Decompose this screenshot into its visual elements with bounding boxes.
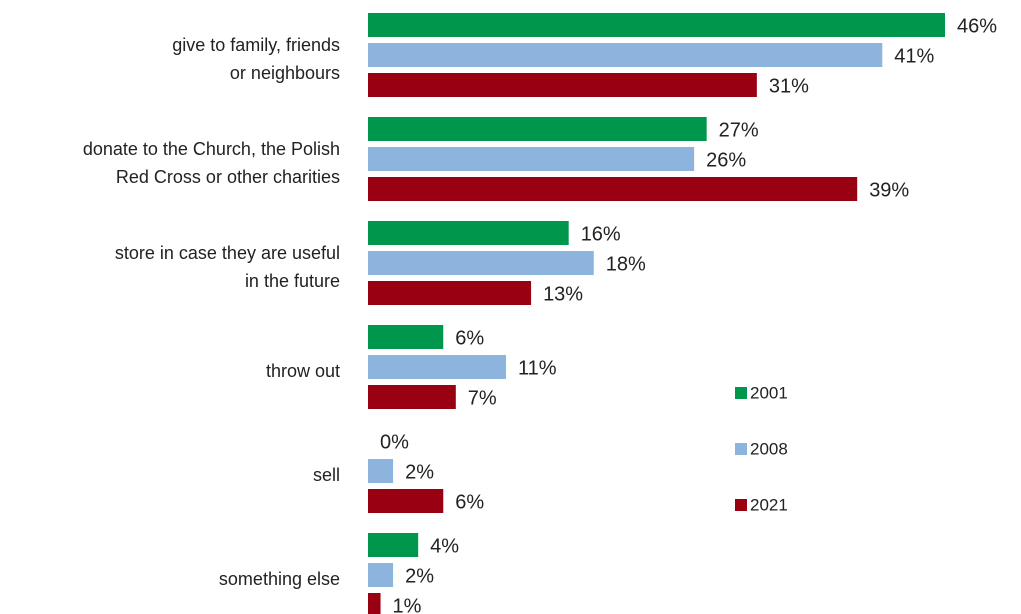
category-label: store in case they are useful in the fut…	[114, 243, 340, 291]
bar	[368, 533, 419, 557]
value-label: 2%	[405, 565, 434, 587]
bar	[368, 147, 695, 171]
bar	[368, 73, 757, 97]
value-label: 46%	[957, 15, 997, 37]
category-label: give to family, friends or neighbours	[172, 35, 340, 83]
value-label: 6%	[455, 327, 484, 349]
value-label: 16%	[581, 223, 621, 245]
bar	[368, 13, 945, 37]
value-label: 4%	[430, 535, 459, 557]
value-label: 26%	[706, 149, 746, 171]
value-label: 1%	[393, 595, 422, 614]
legend-swatch	[735, 443, 747, 455]
category-label: sell	[312, 465, 340, 485]
bar	[368, 489, 444, 513]
bar	[368, 251, 594, 275]
bar	[368, 221, 569, 245]
bar	[368, 117, 707, 141]
value-label: 6%	[455, 491, 484, 513]
category-label: something else	[218, 569, 340, 589]
value-label: 13%	[543, 283, 583, 305]
legend-label: 2001	[750, 383, 788, 402]
bar	[368, 325, 444, 349]
category-label: donate to the Church, the Polish Red Cro…	[82, 139, 340, 187]
legend-swatch	[735, 499, 747, 511]
legend-swatch	[735, 387, 747, 399]
value-label: 31%	[769, 75, 809, 97]
bar	[368, 385, 456, 409]
bar	[368, 177, 858, 201]
value-label: 11%	[518, 357, 557, 379]
bar	[368, 281, 532, 305]
bar	[368, 459, 394, 483]
value-label: 2%	[405, 461, 434, 483]
bar	[368, 43, 883, 67]
legend-label: 2008	[750, 439, 788, 458]
value-label: 18%	[606, 253, 646, 275]
legend-label: 2021	[750, 495, 788, 514]
value-label: 39%	[869, 179, 909, 201]
value-label: 7%	[468, 387, 497, 409]
bar	[368, 355, 506, 379]
value-label: 0%	[380, 431, 409, 453]
category-label: throw out	[265, 361, 340, 381]
value-label: 41%	[894, 45, 934, 67]
bar	[368, 593, 381, 614]
bar	[368, 563, 394, 587]
value-label: 27%	[719, 119, 759, 141]
